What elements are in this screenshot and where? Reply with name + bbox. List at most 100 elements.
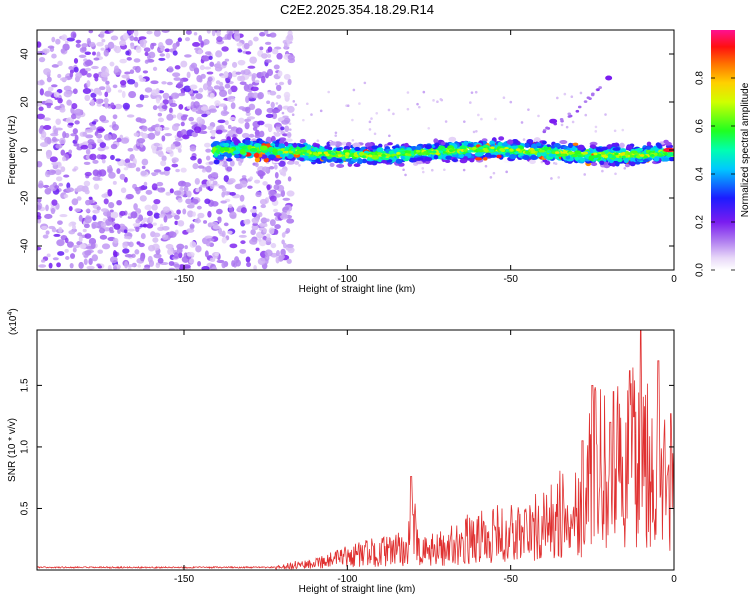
spectrogram-point: [180, 129, 187, 136]
spectrogram-point: [440, 98, 444, 102]
spectrogram-point: [404, 173, 407, 177]
spectrogram-point: [209, 257, 216, 263]
spectrogram-point: [270, 101, 275, 109]
spectrogram-point: [38, 106, 44, 112]
spectrogram-point: [278, 81, 285, 86]
spectrogram-point: [161, 155, 167, 162]
spectrogram-point: [444, 159, 451, 164]
spectrogram-point: [87, 144, 93, 150]
spectrogram-point: [656, 142, 662, 149]
spectrogram-point: [174, 65, 181, 70]
spectrogram-point: [88, 41, 96, 48]
spectrogram-point: [78, 261, 84, 269]
spectrogram-point: [238, 117, 245, 124]
spectrogram-point: [619, 142, 625, 149]
spectrogram-point: [135, 45, 142, 53]
spectrogram-point: [137, 264, 142, 268]
spectrogram-point: [257, 120, 265, 126]
spectrogram-point: [371, 154, 380, 160]
spectrogram-point: [124, 158, 131, 164]
spectrogram-point: [223, 222, 229, 227]
spectrogram-point: [57, 97, 63, 104]
spectrogram-point: [234, 154, 240, 159]
spectrogram-point: [277, 70, 283, 77]
spectrogram-point: [166, 113, 174, 121]
spectrogram-point: [112, 114, 118, 120]
spectrogram-point: [211, 129, 216, 138]
spectrogram-point: [236, 42, 243, 47]
spectrogram-point: [37, 246, 42, 251]
spectrogram-point: [105, 80, 110, 85]
spectrogram-point: [226, 33, 232, 41]
spectrogram-point: [360, 152, 365, 156]
spectrogram-point: [59, 137, 66, 145]
spectrogram-point: [216, 125, 223, 131]
spectrogram-point: [228, 178, 236, 184]
spectrogram-x-tick-label: -150: [174, 274, 194, 285]
spectrogram-point: [84, 216, 92, 224]
spectrogram-point: [287, 78, 292, 86]
spectrogram-point: [160, 160, 167, 167]
spectrogram-point: [68, 122, 74, 126]
spectrogram-point: [260, 217, 268, 224]
spectrogram-point: [259, 145, 268, 151]
spectrogram-point: [282, 197, 291, 201]
spectrogram-point: [174, 220, 179, 226]
spectrogram-point: [169, 188, 174, 194]
spectrogram-y-tick-label: 0: [20, 147, 31, 153]
spectrogram-point: [325, 153, 330, 157]
spectrogram-point: [99, 115, 107, 122]
spectrogram-point: [292, 142, 298, 148]
spectrogram-point: [406, 150, 412, 154]
spectrogram-point: [89, 125, 97, 131]
spectrogram-point: [623, 166, 627, 170]
spectrogram-point: [368, 154, 373, 158]
spectrogram-point: [134, 65, 141, 73]
spectrogram-point: [73, 66, 79, 73]
spectrogram-point: [621, 128, 625, 132]
spectrogram-point: [164, 48, 170, 53]
spectrogram-point: [259, 130, 265, 138]
spectrogram-point: [133, 36, 139, 42]
spectrogram-point: [56, 176, 63, 182]
spectrogram-point: [392, 112, 395, 116]
spectrogram-point: [92, 159, 99, 164]
spectrogram-point: [257, 91, 264, 100]
spectrogram-point: [205, 240, 211, 247]
spectrogram-point: [316, 148, 324, 153]
spectrogram-point: [84, 171, 92, 177]
spectrogram-point: [164, 132, 172, 137]
spectrogram-point: [135, 187, 141, 195]
spectrogram-point: [257, 238, 262, 242]
spectrogram-point: [371, 145, 380, 150]
spectrogram-point: [212, 180, 218, 186]
spectrogram-point: [237, 49, 243, 53]
spectrogram-point: [193, 67, 200, 75]
spectrogram-point: [116, 168, 121, 174]
spectrogram-point: [198, 35, 203, 42]
spectrogram-point: [634, 161, 641, 165]
spectrogram-point: [151, 204, 158, 211]
spectrogram-point: [415, 145, 422, 151]
spectrogram-point: [81, 43, 89, 48]
spectrogram-point: [509, 100, 513, 104]
spectrogram-point: [668, 156, 674, 162]
spectrogram-point: [37, 160, 43, 168]
spectrogram-point: [533, 137, 541, 143]
spectrogram-point: [55, 143, 63, 149]
spectrogram-point: [421, 167, 425, 170]
spectrogram-point: [501, 142, 509, 147]
spectrogram-point: [147, 54, 151, 60]
spectrogram-point: [245, 95, 250, 104]
spectrogram-point: [141, 132, 148, 139]
spectrogram-point: [98, 86, 106, 91]
spectrogram-point: [538, 149, 544, 153]
spectrogram-point: [100, 221, 107, 228]
spectrogram-point: [94, 76, 99, 82]
spectrogram-point: [86, 73, 92, 78]
spectrogram-point: [219, 89, 228, 98]
spectrogram-point: [88, 196, 93, 200]
spectrogram-point: [522, 155, 530, 160]
spectrogram-point: [189, 84, 198, 90]
spectrogram-point: [274, 171, 279, 179]
